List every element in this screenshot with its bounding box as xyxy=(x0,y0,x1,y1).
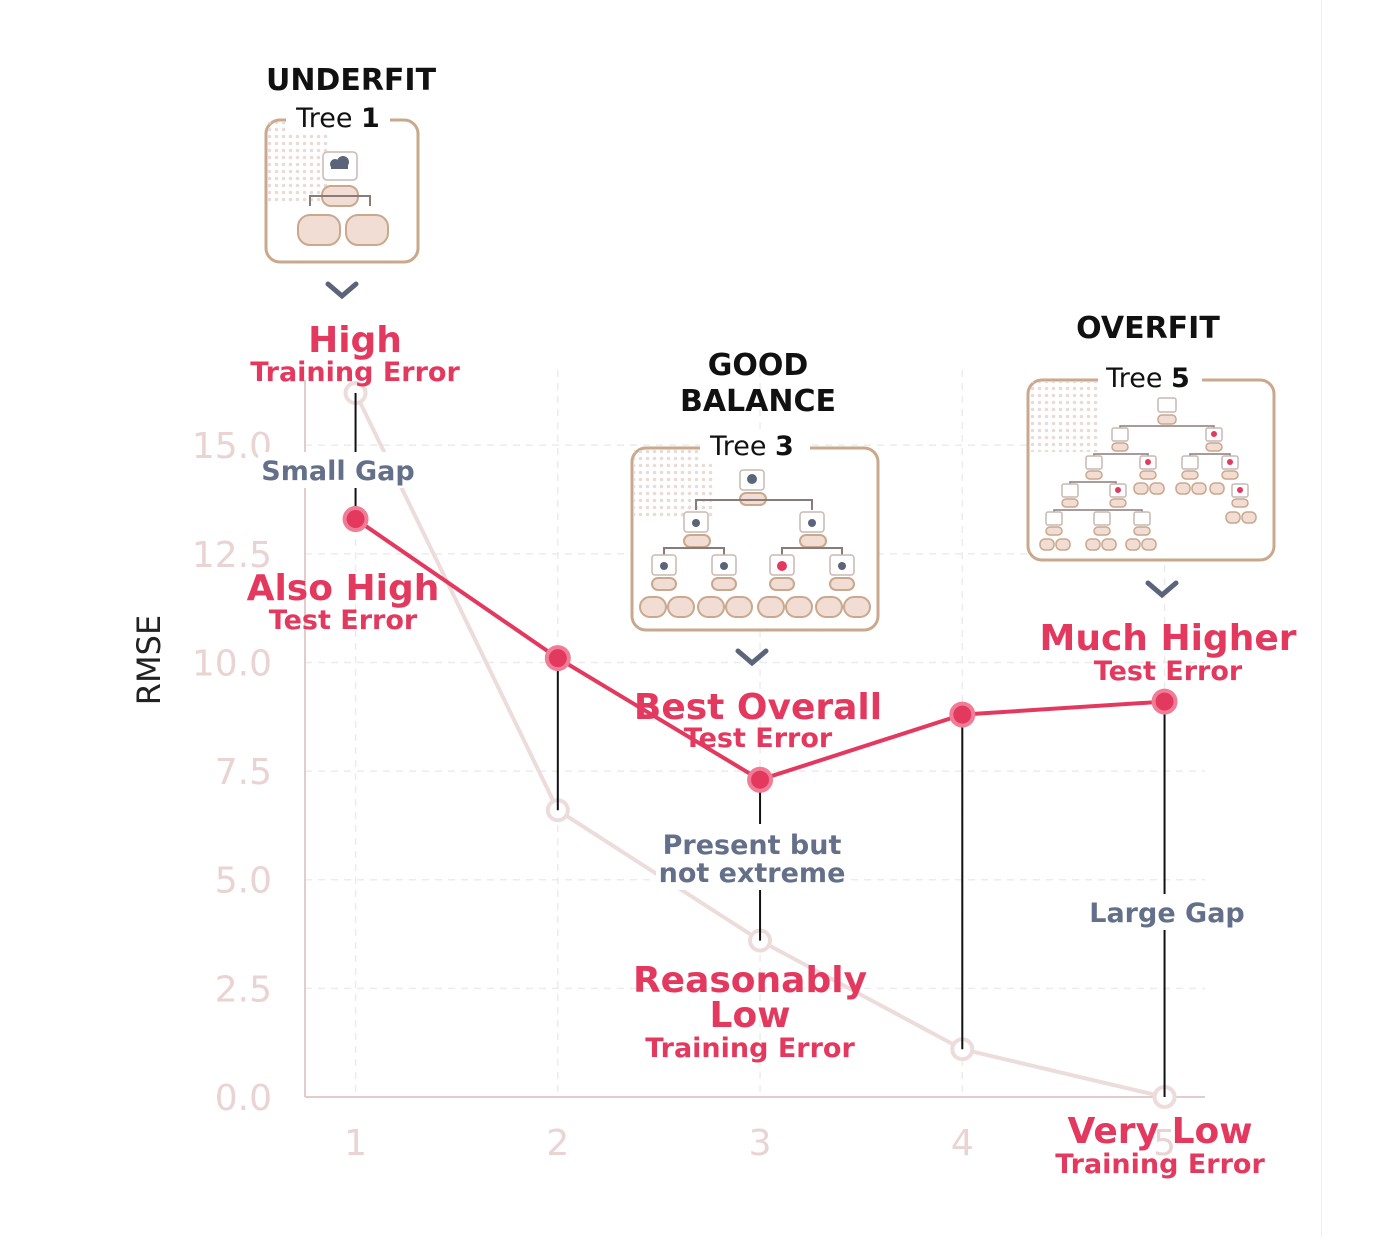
y-tick-label: 10.0 xyxy=(192,643,272,684)
label-also-high-sub: Test Error xyxy=(269,605,418,636)
label-large-gap: Large Gap xyxy=(1089,898,1245,929)
label-small-gap: Small Gap xyxy=(261,456,414,487)
label-also-high: Also High xyxy=(247,568,440,609)
y-tick-label: 7.5 xyxy=(215,752,272,793)
tree-card-3-label: Tree 3 xyxy=(709,431,794,462)
tree-card-5-label: Tree 5 xyxy=(1105,363,1190,394)
y-tick-label: 2.5 xyxy=(215,969,272,1010)
chevron-down-icon xyxy=(1145,580,1179,599)
right-divider xyxy=(1321,0,1322,1237)
x-tick-label: 4 xyxy=(951,1123,974,1164)
label-reasonably-sub: Training Error xyxy=(645,1033,855,1064)
label-present-1: Present but xyxy=(663,830,842,861)
x-tick-label: 3 xyxy=(749,1123,772,1164)
tree-card-5-label-bg xyxy=(1098,362,1202,394)
present-bg xyxy=(656,824,850,890)
tree-card-3: GOOD BALANCE Tree 3 xyxy=(630,348,880,667)
tree-card-1-label-bg xyxy=(286,102,390,134)
test-error-series xyxy=(342,506,1178,793)
small-gap-bg xyxy=(258,452,418,488)
label-much-higher-sub: Test Error xyxy=(1094,656,1243,687)
phase-label-underfit: UNDERFIT xyxy=(266,63,437,98)
label-very-low: Very Low xyxy=(1068,1111,1253,1152)
axes xyxy=(304,380,1205,1098)
annotations: High Training Error Small Gap Also High … xyxy=(247,320,1297,1180)
y-tick-label: 0.0 xyxy=(215,1078,272,1119)
x-tick-label: 5 xyxy=(1153,1123,1176,1164)
label-present-2: not extreme xyxy=(659,858,846,889)
tree-diagram-icon xyxy=(1039,397,1257,551)
label-best-overall: Best Overall xyxy=(634,687,882,728)
x-tick-labels: 1 2 3 4 5 xyxy=(344,1123,1176,1164)
label-best-overall-sub: Test Error xyxy=(684,723,833,754)
phase-label-balance: BALANCE xyxy=(680,384,836,419)
label-very-low-sub: Training Error xyxy=(1055,1149,1265,1180)
y-tick-label: 5.0 xyxy=(215,861,272,902)
large-gap-bg xyxy=(1088,894,1248,930)
tree-card-5: OVERFIT Tree 5 xyxy=(1026,311,1276,599)
tree-card-1-label: Tree 1 xyxy=(295,103,380,134)
x-tick-label: 2 xyxy=(546,1123,569,1164)
x-tick-label: 1 xyxy=(344,1123,367,1164)
chevron-down-icon xyxy=(735,648,769,667)
test-error-point xyxy=(342,506,369,533)
tree-card-5-dots xyxy=(1030,382,1100,452)
phase-label-good: GOOD xyxy=(708,348,809,383)
tree-card-1: UNDERFIT Tree 1 xyxy=(264,63,437,300)
y-axis-label: RMSE xyxy=(130,615,168,705)
phase-label-overfit: OVERFIT xyxy=(1076,311,1220,346)
y-tick-labels: 0.02.55.07.510.012.515.0 xyxy=(192,426,272,1119)
label-high-sub: Training Error xyxy=(250,357,460,388)
tree-diagram-icon xyxy=(297,151,389,246)
y-tick-label: 12.5 xyxy=(192,535,272,576)
label-much-higher: Much Higher xyxy=(1040,618,1297,659)
test-error-point xyxy=(1151,688,1178,715)
tree-diagram-icon xyxy=(639,469,871,618)
tree-card-1-dots xyxy=(268,122,328,202)
chevron-down-icon xyxy=(325,281,359,300)
test-error-point xyxy=(949,701,976,728)
label-high: High xyxy=(308,320,402,361)
label-low: Low xyxy=(710,995,791,1036)
test-error-point xyxy=(747,766,774,793)
tree-card-3-label-bg xyxy=(700,430,810,462)
test-error-point xyxy=(544,645,571,672)
label-reasonably: Reasonably xyxy=(633,960,867,1001)
